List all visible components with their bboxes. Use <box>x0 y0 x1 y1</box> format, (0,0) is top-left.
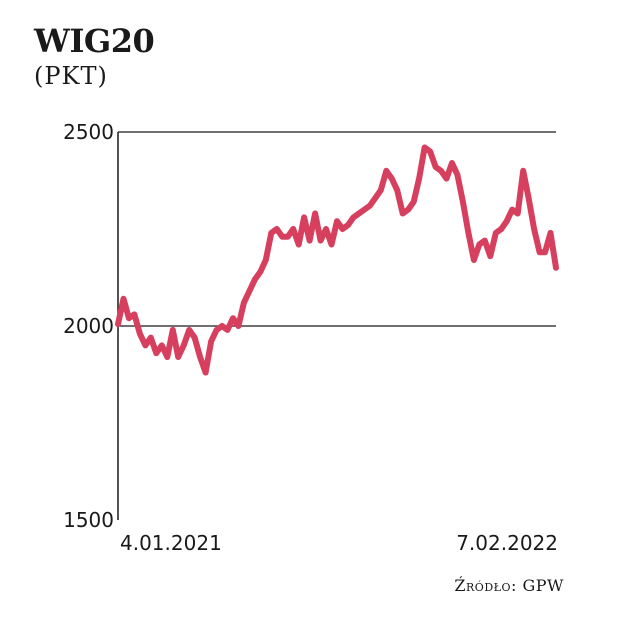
y-tick-label-2000: 2000 <box>63 314 114 338</box>
y-tick-label-1500: 1500 <box>63 508 114 532</box>
source-note: Źródło: GPW <box>454 576 564 595</box>
wig20-series-line <box>115 144 559 376</box>
chart-title: WIG20 <box>34 22 155 60</box>
x-start-date-label: 4.01.2021 <box>120 531 222 555</box>
grid-lines <box>118 131 556 327</box>
y-tick-label-2500: 2500 <box>63 120 114 144</box>
x-end-date-label: 7.02.2022 <box>456 531 558 555</box>
y-tick-labels: 2500 2000 1500 <box>63 120 114 532</box>
chart-unit-label: (PKT) <box>34 62 108 90</box>
